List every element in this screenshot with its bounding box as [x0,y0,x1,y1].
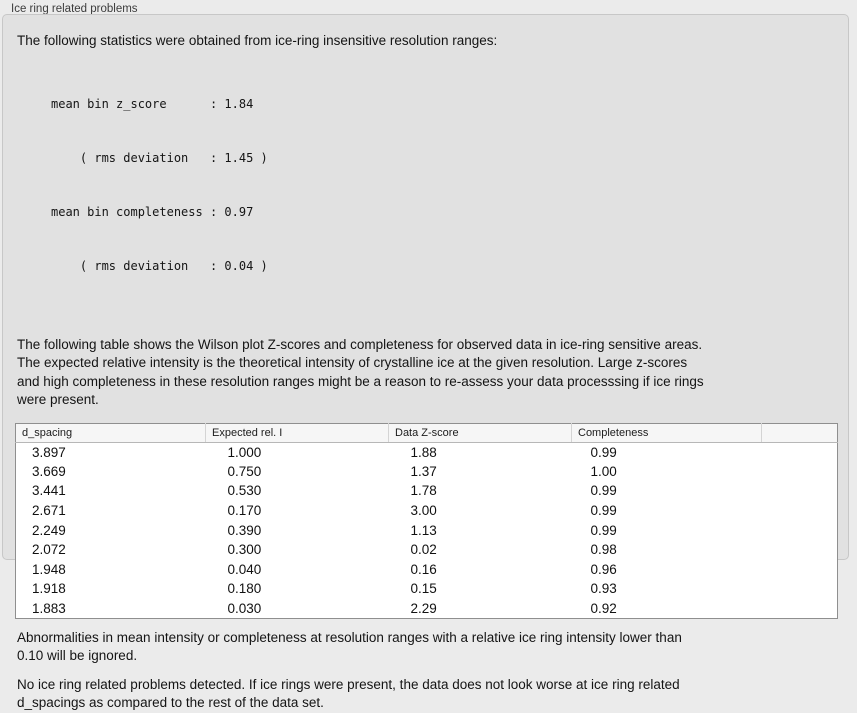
table-cell: 1.13 [410,522,437,538]
column-header-d-spacing[interactable]: d_spacing [15,423,206,443]
table-cell: 0.030 [227,600,262,616]
table-cell: 0.15 [410,581,437,597]
column-header-expected-rel-i[interactable]: Expected rel. I [205,423,389,443]
table-cell: 0.16 [410,561,437,577]
table-cell [762,579,838,599]
table-cell: 3.00 [410,503,437,519]
table-row[interactable]: 3.441 0.530 1.78 0.99 [16,481,838,501]
table-cell: 0.750 [227,463,262,479]
intro-text: The following statistics were obtained f… [17,33,498,48]
table-row[interactable]: 3.669 0.750 1.37 1.00 [16,462,838,482]
table-cell: 0.300 [227,542,262,558]
table-cell: 1.37 [410,463,437,479]
table-row[interactable]: 3.897 1.000 1.88 0.99 [16,442,838,462]
table-cell [762,540,838,560]
ice-ring-table-body: 3.897 1.000 1.88 0.99 3.669 0.750 1.37 1.00 3.44… [16,442,838,618]
ice-ring-table: d_spacing Expected rel. I Data Z-score C… [15,422,838,619]
table-cell: 1.88 [410,444,437,460]
table-cell: 0.92 [590,600,617,616]
table-cell [762,501,838,521]
column-header-empty [761,423,838,443]
column-header-data-z-score[interactable]: Data Z-score [388,423,572,443]
table-cell: 0.93 [590,581,617,597]
stat-line-completeness-rms: ( rms deviation : 0.04 ) [51,258,268,273]
table-description: The following table shows the Wilson plo… [17,336,836,410]
conclusion-text: No ice ring related problems detected. I… [17,676,836,713]
table-row[interactable]: 1.918 0.180 0.15 0.93 [16,579,838,599]
table-cell: 0.390 [227,522,262,538]
stat-line-mean-completeness: mean bin completeness : 0.97 [51,204,254,219]
table-description-line: The expected relative intensity is the t… [17,355,688,370]
table-cell: 1.000 [227,444,262,460]
table-cell: 0.02 [410,542,437,558]
table-row[interactable]: 1.948 0.040 0.16 0.96 [16,560,838,580]
table-cell: 0.180 [227,581,262,597]
table-description-line: and high completeness in these resolutio… [17,373,704,389]
table-cell: 3.669 [32,463,66,479]
conclusion-line: No ice ring related problems detected. I… [17,676,680,692]
table-row[interactable]: 2.249 0.390 1.13 0.99 [16,520,838,540]
ignore-note-line: 0.10 will be ignored. [17,648,138,664]
table-cell: 0.530 [227,483,262,499]
table-row[interactable]: 1.883 0.030 2.29 0.92 [16,599,838,619]
table-cell: 1.883 [32,600,66,616]
table-header-row: d_spacing Expected rel. I Data Z-score C… [15,423,838,443]
table-cell: 2.671 [32,503,66,519]
ignore-note: Abnormalities in mean intensity or compl… [17,629,836,666]
table-cell [762,599,838,619]
table-cell: 3.897 [32,444,66,460]
table-cell [762,560,838,580]
table-cell: 1.948 [32,561,66,577]
table-cell: 1.918 [32,581,66,597]
panel-title: Ice ring related problems [11,3,138,15]
table-cell: 1.78 [410,483,437,499]
table-cell: 0.96 [590,561,617,577]
table-cell [762,520,838,540]
table-description-line: were present. [17,392,99,407]
table-cell: 0.99 [590,444,617,460]
table-cell: 0.040 [227,561,262,577]
table-cell: 0.99 [590,483,617,499]
conclusion-line: d_spacings as compared to the rest of th… [17,695,324,711]
table-cell: 2.249 [32,522,66,538]
column-header-completeness[interactable]: Completeness [571,423,762,443]
stat-line-z-score-rms: ( rms deviation : 1.45 ) [51,150,268,165]
ice-ring-groupbox: The following statistics were obtained f… [2,14,849,710]
table-cell: 0.99 [590,503,617,519]
ignore-note-line: Abnormalities in mean intensity or compl… [17,629,682,645]
table-cell: 2.072 [32,542,66,558]
table-cell: 1.00 [590,463,617,479]
table-description-line: The following table shows the Wilson plo… [17,336,703,352]
statistics-block: mean bin z_score : 1.84 ( rms deviation … [51,59,836,311]
table-row[interactable]: 2.072 0.300 0.02 0.98 [16,540,838,560]
table-cell: 0.98 [590,542,617,558]
table-cell: 0.99 [590,522,617,538]
table-cell [762,462,838,482]
table-cell: 2.29 [410,600,437,616]
table-cell [762,442,838,462]
table-cell [762,481,838,501]
table-cell: 3.441 [32,483,66,499]
table-row[interactable]: 2.671 0.170 3.00 0.99 [16,501,838,521]
stat-line-mean-z-score: mean bin z_score : 1.84 [51,96,254,111]
table-cell: 0.170 [227,503,262,519]
